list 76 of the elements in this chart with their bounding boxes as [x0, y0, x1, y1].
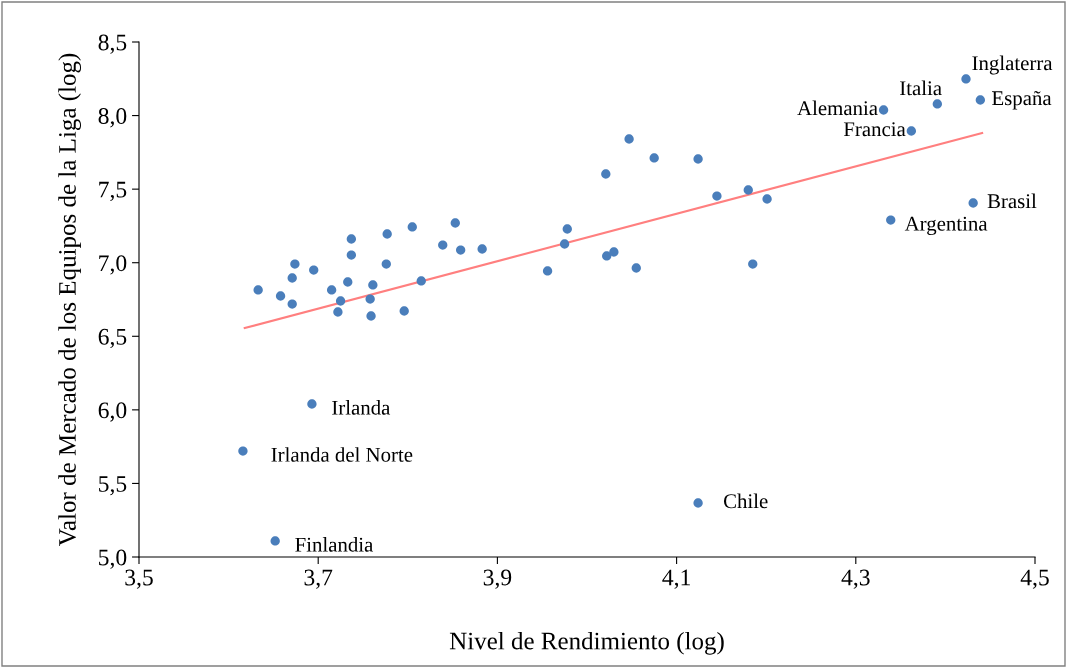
- point: [743, 185, 753, 195]
- point: [456, 245, 466, 255]
- point: [326, 285, 337, 295]
- point: [381, 259, 391, 269]
- annotation: Alemania: [797, 100, 878, 116]
- point: [343, 277, 353, 287]
- point: [238, 446, 248, 456]
- point: [477, 244, 487, 254]
- point: [601, 169, 611, 179]
- y-tick-label: 7,5: [99, 181, 127, 201]
- point: [346, 234, 357, 244]
- y-tick-label: 5,0: [99, 549, 127, 569]
- point: [602, 251, 612, 261]
- point: [975, 95, 985, 105]
- x-axis-title: Nivel de Rendimiento (log): [449, 631, 724, 655]
- point: [287, 273, 297, 283]
- point: [649, 153, 659, 163]
- point: [365, 294, 375, 304]
- y-tick-label: 7,0: [99, 255, 127, 275]
- annotation: Chile: [723, 493, 768, 509]
- point: [275, 291, 286, 301]
- point: [542, 266, 553, 276]
- point: [346, 250, 357, 260]
- point: [961, 74, 971, 84]
- point: [762, 194, 772, 204]
- x-tick-label: 4,1: [662, 569, 690, 589]
- point: [624, 134, 634, 144]
- point: [270, 536, 280, 546]
- x-tick-label: 3,5: [125, 569, 153, 589]
- point: [333, 307, 343, 317]
- y-axis-title: Valor de Mercado de los Equipos de la Liga (log): [58, 53, 82, 547]
- point: [287, 299, 297, 309]
- point: [878, 105, 889, 115]
- point: [932, 99, 942, 109]
- annotation: Irlanda: [332, 400, 391, 415]
- point: [335, 296, 346, 306]
- y-tick-label: 8,5: [98, 34, 127, 54]
- point: [450, 218, 460, 228]
- point: [559, 239, 570, 249]
- annotation: España: [992, 90, 1052, 110]
- point: [368, 280, 378, 290]
- x-tick-label: 4,5: [1020, 569, 1049, 589]
- y-tick-label: 6,0: [98, 402, 127, 422]
- point: [609, 247, 619, 257]
- point: [562, 224, 572, 234]
- point: [253, 285, 263, 295]
- point: [693, 154, 703, 164]
- point: [968, 198, 978, 208]
- point: [886, 215, 896, 225]
- annotation: Italia: [900, 80, 942, 96]
- point: [307, 399, 317, 409]
- x-tick-label: 3,7: [304, 569, 333, 589]
- annotation: Irlanda del Norte: [271, 447, 413, 462]
- y-tick-label: 8,0: [98, 108, 127, 128]
- y-tick-label: 6,5: [98, 328, 127, 349]
- point: [399, 306, 409, 316]
- y-tick-label: 5,5: [99, 476, 127, 496]
- point: [416, 276, 426, 286]
- point: [438, 240, 448, 250]
- x-tick-label: 3,9: [483, 569, 512, 589]
- annotation: Brasil: [987, 193, 1037, 209]
- point: [748, 259, 758, 269]
- point: [290, 259, 300, 269]
- annotation: Inglaterra: [972, 55, 1053, 75]
- point: [407, 222, 417, 232]
- point: [906, 126, 917, 136]
- annotation: Finlandia: [295, 537, 374, 552]
- point: [382, 229, 392, 239]
- point: [366, 311, 376, 321]
- point: [309, 265, 319, 275]
- point: [693, 498, 703, 508]
- annotation: Francia: [843, 122, 906, 137]
- point: [712, 191, 722, 201]
- x-tick-label: 4,3: [841, 569, 870, 589]
- point: [631, 263, 641, 273]
- annotation: Argentina: [904, 216, 988, 236]
